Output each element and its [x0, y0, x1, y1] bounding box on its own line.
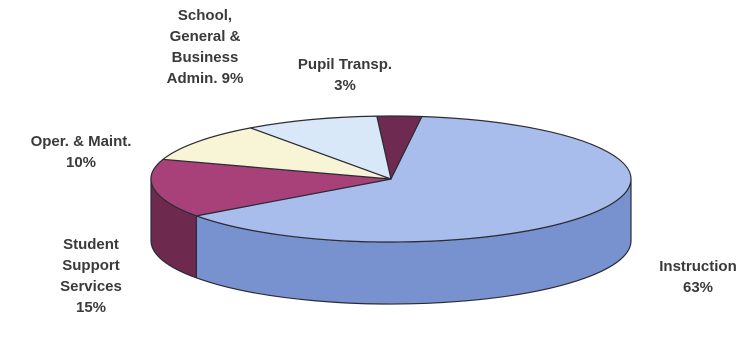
pie-slice-1: [195, 115, 632, 243]
label-student-support-line3: Services: [60, 278, 122, 295]
label-oper-maint: Oper. & Maint. 10%: [6, 131, 156, 173]
label-pupil-transp: Pupil Transp. 3%: [290, 54, 400, 96]
label-instruction-name: Instruction: [659, 258, 737, 275]
label-school-admin: School, General & Business Admin. 9%: [140, 5, 270, 89]
label-instruction: Instruction 63%: [640, 256, 756, 298]
label-school-admin-line1: School,: [177, 7, 233, 24]
label-student-support-value: 15%: [75, 299, 107, 316]
label-student-support-line1: Student: [63, 236, 119, 253]
label-student-support-line2: Support: [62, 257, 120, 274]
label-school-admin-line3: Business: [171, 49, 239, 66]
label-instruction-value: 63%: [682, 279, 714, 296]
pie-slice-3: [162, 127, 392, 180]
label-pupil-transp-value: 3%: [334, 77, 356, 94]
label-oper-maint-value: 10%: [65, 154, 97, 171]
label-school-admin-line4: Admin. 9%: [166, 70, 244, 87]
label-student-support: Student Support Services 15%: [32, 234, 150, 318]
pie-slice-2: [150, 158, 392, 217]
label-oper-maint-name: Oper. & Maint.: [30, 133, 132, 150]
label-pupil-transp-name: Pupil Transp.: [297, 56, 393, 73]
pie-tops: [150, 115, 632, 243]
pie-slice-4: [250, 115, 392, 180]
label-school-admin-line2: General &: [169, 28, 241, 45]
